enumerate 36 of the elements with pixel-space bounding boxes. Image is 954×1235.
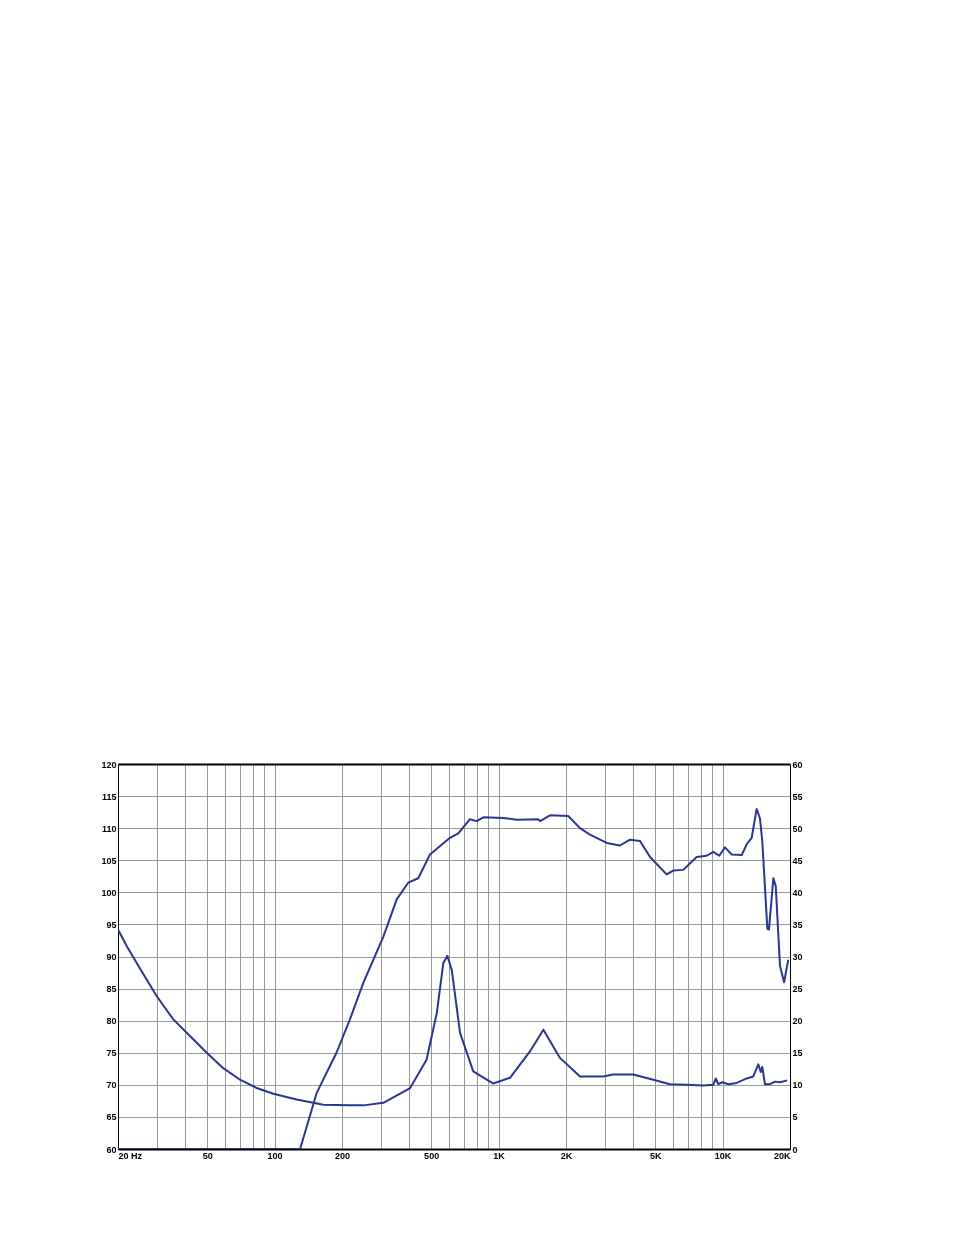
y-tick-label: 95	[106, 919, 117, 930]
y2-tick-label: 55	[792, 791, 803, 802]
y2-tick-label: 15	[792, 1048, 803, 1059]
y-tick-label: 70	[106, 1080, 117, 1091]
y-tick-label: 105	[101, 855, 117, 866]
y-tick-label: 120	[101, 759, 117, 770]
y2-tick-label: 0	[792, 1144, 798, 1155]
x-tick-label: 50	[202, 1150, 213, 1161]
x-tick-label: 20K	[773, 1150, 791, 1161]
x-tick-label: 200	[334, 1150, 351, 1161]
x-tick-label: 100	[267, 1150, 283, 1161]
y2-tick-label: 10	[792, 1080, 803, 1091]
y2-tick-label: 30	[792, 952, 803, 962]
y2-tick-label: 20	[792, 1016, 803, 1027]
y-tick-label: 115	[101, 791, 117, 802]
y2-tick-label: 35	[792, 919, 803, 930]
y2-tick-label: 45	[792, 855, 803, 866]
x-tick-label: 10K	[714, 1150, 732, 1161]
y-tick-label: 80	[106, 1016, 117, 1027]
x-tick-label: 1K	[493, 1150, 506, 1161]
y2-tick-label: 25	[792, 984, 803, 995]
x-tick-label: 5K	[649, 1150, 662, 1161]
y-tick-label: 75	[106, 1048, 117, 1059]
y-tick-label: 85	[106, 984, 117, 995]
x-tick-label: 2K	[560, 1150, 573, 1161]
y2-tick-label: 50	[792, 823, 803, 834]
x-tick-label: 500	[424, 1150, 440, 1161]
y2-tick-label: 5	[792, 1112, 798, 1123]
y-tick-label: 65	[106, 1112, 117, 1123]
y2-tick-label: 60	[792, 759, 803, 770]
y-tick-label: 100	[101, 887, 117, 898]
y-tick-label: 60	[106, 1144, 117, 1155]
x-tick-label: 20 Hz	[118, 1150, 143, 1161]
y-tick-label: 110	[101, 823, 117, 834]
y2-tick-label: 40	[792, 887, 803, 898]
y-tick-label: 90	[106, 952, 117, 962]
